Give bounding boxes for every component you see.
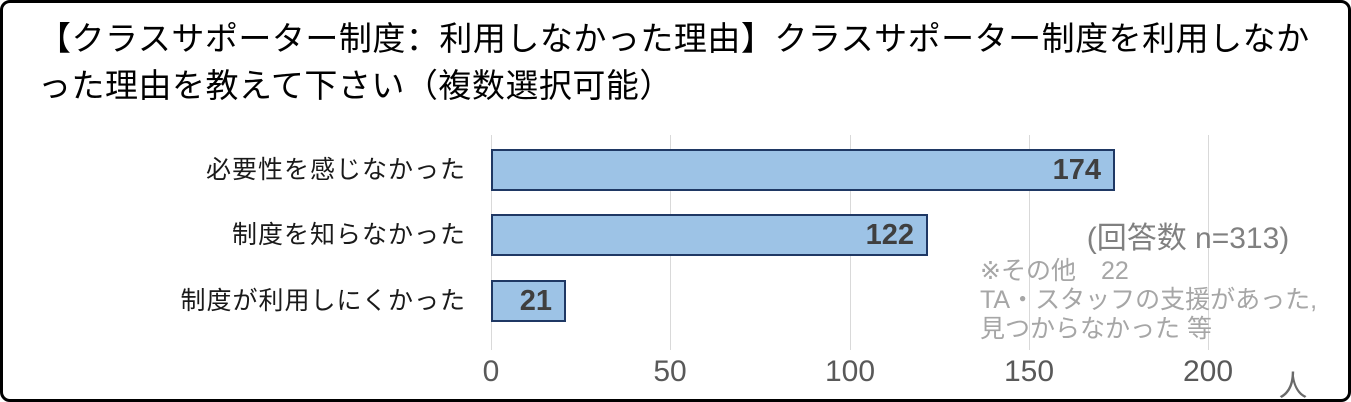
y-axis-category-labels: 必要性を感じなかった制度を知らなかった制度が利用しにくかった <box>3 135 466 350</box>
x-tick-label: 0 <box>482 355 500 388</box>
bar: 174 <box>491 149 1115 191</box>
x-tick-label: 200 <box>1182 355 1234 388</box>
other-responses-note: ※その他 22 TA・スタッフの支援があった, 見つからなかった 等 <box>980 257 1340 344</box>
chart-title: 【クラスサポーター制度：利用しなかった理由】クラスサポーター制度を利用しなかった… <box>38 20 1310 104</box>
x-tick-label: 150 <box>1003 355 1055 388</box>
gridline <box>1029 135 1030 350</box>
note-line: ※その他 22 <box>980 257 1129 285</box>
x-tick-label: 100 <box>824 355 876 388</box>
x-axis-tick-labels: 0 50 100 150 200 <box>483 355 1243 391</box>
category-label: 制度が利用しにくかった <box>180 287 466 315</box>
bar: 21 <box>491 280 566 322</box>
note-line: 見つからなかった 等 <box>980 315 1212 343</box>
bar: 122 <box>491 214 928 256</box>
bar-value-label: 174 <box>1052 153 1101 186</box>
response-count-annotation: (回答数 n=313) <box>1086 222 1290 255</box>
bar-value-label: 122 <box>865 218 914 251</box>
x-axis-unit-label: 人 <box>1278 371 1308 402</box>
category-label: 制度を知らなかった <box>231 221 466 249</box>
x-tick-label: 50 <box>653 355 687 388</box>
plot-area: 174 122 21 <box>491 135 1243 350</box>
note-line: TA・スタッフの支援があった, <box>980 286 1318 314</box>
gridline <box>1208 135 1209 350</box>
bar-value-label: 21 <box>519 284 552 317</box>
category-label: 必要性を感じなかった <box>205 156 466 184</box>
